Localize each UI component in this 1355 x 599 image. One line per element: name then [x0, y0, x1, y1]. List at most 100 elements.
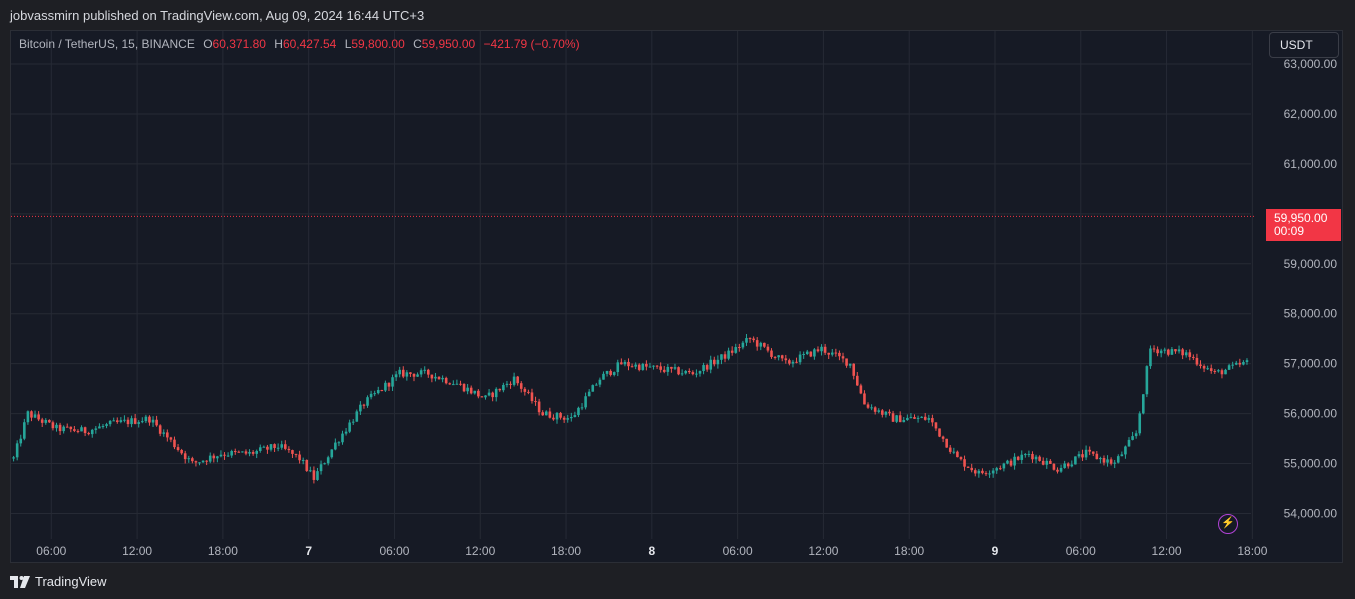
candle-body [491, 392, 494, 398]
open-value: 60,371.80 [212, 37, 266, 51]
x-axis[interactable]: 06:00 12:00 18:00 7 06:00 12:00 18:00 8 06:00 12:… [36, 544, 1267, 558]
candle-body [1070, 464, 1074, 467]
candle-body [927, 418, 931, 420]
y-tick-label: 61,000.00 [1284, 157, 1338, 171]
candle-body [877, 410, 881, 412]
candle-body [223, 454, 226, 456]
flash-icon[interactable]: ⚡ [1218, 514, 1238, 534]
open-label: O [203, 37, 213, 51]
candle-body [90, 429, 94, 435]
symbol-legend[interactable]: Bitcoin / TetherUS, 15, BINANCE O60,371.… [19, 37, 580, 51]
candle-body [466, 387, 469, 392]
candle-body [534, 401, 537, 403]
candle-body [1174, 349, 1177, 352]
candle-body [788, 360, 791, 364]
candle-body [241, 451, 244, 453]
candle-body [784, 358, 788, 361]
candle-body [144, 416, 148, 422]
y-tick-label: 59,000.00 [1284, 257, 1338, 271]
candle-body [65, 426, 69, 428]
candle-body [1059, 467, 1063, 472]
candle-body [720, 354, 723, 360]
candle-body [291, 450, 294, 454]
candle-body [820, 346, 823, 352]
candle-body [616, 362, 620, 373]
top-banner: jobvassmirn published on TradingView.com… [0, 0, 1355, 30]
candle-body [923, 416, 927, 420]
candle-body [1027, 453, 1031, 455]
candle-body [873, 407, 877, 412]
candle-body [94, 428, 98, 430]
candle-body [273, 444, 276, 448]
candle-body [23, 422, 26, 439]
y-axis[interactable]: 63,000.0062,000.0061,000.0060,000.0059,0… [1284, 57, 1338, 521]
candle-body [838, 352, 841, 357]
x-tick-label: 06:00 [723, 544, 753, 558]
x-tick-label: 12:00 [1152, 544, 1182, 558]
currency-button[interactable]: USDT [1269, 32, 1339, 58]
last-price-value: 59,950.00 [1274, 211, 1328, 225]
candle-body [1024, 454, 1027, 456]
candle-body [702, 365, 705, 372]
tradingview-brand[interactable]: TradingView [10, 574, 107, 589]
candle-body [119, 420, 123, 422]
candle-body [902, 420, 906, 423]
candle-body [991, 470, 995, 474]
candle-body [727, 350, 730, 359]
candle-body [355, 411, 359, 422]
candle-body [1116, 456, 1120, 463]
candle-body [823, 346, 827, 353]
candle-body [973, 470, 977, 474]
candle-body [630, 366, 634, 368]
candle-body [1156, 349, 1159, 354]
high-label: H [274, 37, 283, 51]
candle-body [187, 458, 191, 460]
candle-body [673, 367, 677, 369]
candle-body [541, 412, 544, 416]
candle-body [80, 427, 83, 432]
candle-body [748, 338, 752, 340]
candle-body [176, 447, 180, 451]
candle-body [773, 356, 777, 358]
candle-body [909, 417, 913, 419]
candle-body [1195, 357, 1199, 365]
candle-body [1206, 368, 1209, 370]
candle-body [55, 424, 58, 429]
candle-body [738, 347, 741, 349]
candle-body [216, 456, 219, 459]
candlestick-chart[interactable]: 63,000.0062,000.0061,000.0060,000.0059,0… [11, 31, 1342, 562]
candle-body [977, 470, 981, 474]
candle-body [709, 359, 713, 370]
candle-body [845, 358, 848, 366]
y-tick-label: 62,000.00 [1284, 107, 1338, 121]
x-tick-label: 18:00 [1237, 544, 1267, 558]
close-label: C [413, 37, 422, 51]
candle-body [856, 375, 859, 386]
candle-body [641, 363, 645, 370]
candle-body [1052, 463, 1056, 470]
candle-body [1016, 456, 1020, 460]
candle-body [841, 356, 845, 359]
candle-body [527, 391, 530, 393]
candle-body [1138, 413, 1142, 434]
chart-frame[interactable]: 63,000.0062,000.0061,000.0060,000.0059,0… [10, 30, 1343, 563]
candle-body [198, 462, 201, 464]
candle-body [112, 420, 115, 422]
candle-body [1224, 369, 1227, 375]
candle-body [863, 393, 866, 405]
candle-body [705, 365, 709, 370]
candle-body [459, 383, 462, 385]
candle-body [183, 453, 187, 460]
candle-body [494, 388, 498, 398]
candle-body [258, 447, 262, 451]
candle-body [316, 471, 319, 480]
candle-body [87, 433, 90, 435]
symbol-name[interactable]: Bitcoin / TetherUS, 15, BINANCE [19, 37, 195, 51]
candle-body [230, 451, 233, 456]
candle-body [906, 417, 909, 421]
candle-body [108, 420, 112, 425]
candle-body [562, 417, 566, 420]
candle-body [262, 446, 266, 448]
candle-body [255, 450, 258, 454]
candle-body [1034, 456, 1038, 460]
